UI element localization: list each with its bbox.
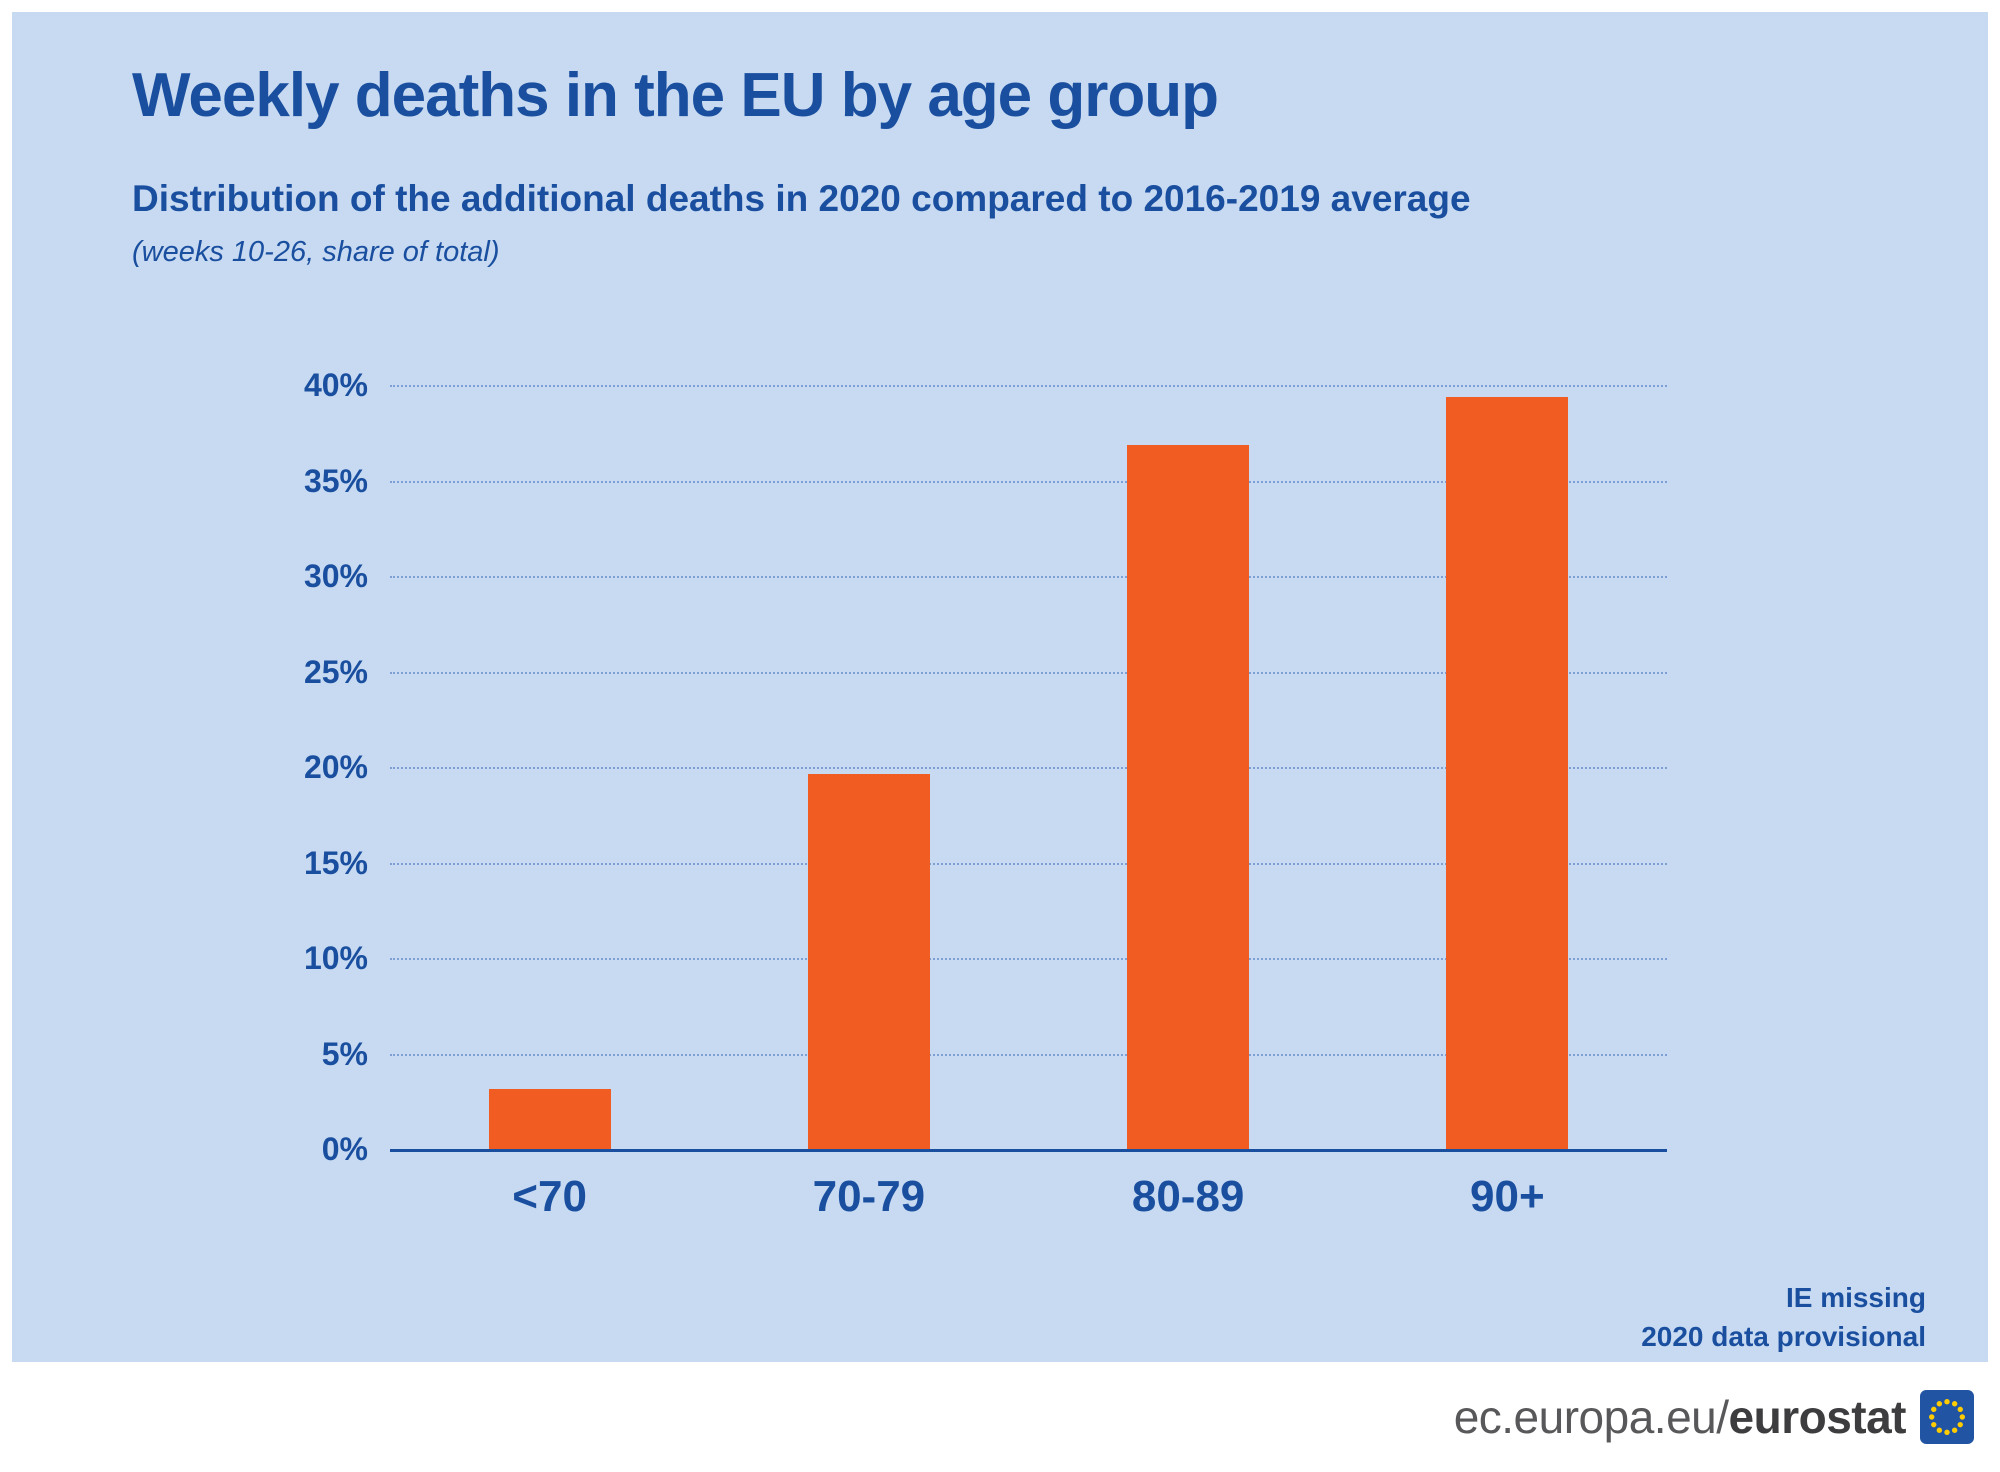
x-axis-labels: <70 70-79 80-89 90+ xyxy=(390,1172,1667,1232)
chart-panel: Weekly deaths in the EU by age group Dis… xyxy=(12,12,1988,1362)
gridline-30 xyxy=(390,576,1667,578)
xtick-90+: 90+ xyxy=(1470,1172,1545,1221)
ytick-15: 15% xyxy=(303,844,368,881)
annotation-ie-missing: IE missing xyxy=(1785,1282,1926,1313)
bar-<70 xyxy=(488,1088,611,1150)
gridline-10 xyxy=(390,958,1667,960)
footer: ec.europa.eu/eurostat xyxy=(0,1362,2000,1472)
footer-url: ec.europa.eu/eurostat xyxy=(1453,1390,1907,1444)
x-axis-line xyxy=(390,1149,1667,1152)
ytick-5: 5% xyxy=(321,1035,368,1072)
ytick-0: 0% xyxy=(321,1130,368,1167)
ytick-40: 40% xyxy=(303,366,368,403)
ytick-25: 25% xyxy=(303,653,368,690)
gridline-15 xyxy=(390,862,1667,865)
plot-area: 0% 5% 10% 15% 20% 25% 30% 35% 40% xyxy=(304,367,1667,1167)
ytick-35: 35% xyxy=(303,462,368,499)
bar-90+ xyxy=(1446,397,1569,1150)
footer-brand: eurostat xyxy=(1728,1391,1907,1443)
ytick-10: 10% xyxy=(303,939,368,976)
gridline-5 xyxy=(390,1053,1667,1056)
bar-70-79 xyxy=(807,773,930,1150)
gridline-40 xyxy=(390,385,1667,387)
ytick-30: 30% xyxy=(303,557,368,594)
bar-chart: 0% 5% 10% 15% 20% 25% 30% 35% 40% <70 70-79 80-89 9… xyxy=(304,367,1667,1221)
ytick-20: 20% xyxy=(303,748,368,785)
gridline-25 xyxy=(390,671,1667,674)
chart-subtitle: Distribution of the additional deaths in… xyxy=(132,178,1471,219)
xtick-70-79: 70-79 xyxy=(812,1172,926,1221)
gridline-35 xyxy=(390,480,1667,483)
page-title: Weekly deaths in the EU by age group xyxy=(132,61,1219,130)
chart-annotations: IE missing 2020 data provisional xyxy=(1641,1278,1926,1356)
chart-note: (weeks 10-26, share of total) xyxy=(132,236,500,268)
annotation-data-provisional: 2020 data provisional xyxy=(1641,1321,1926,1352)
eu-flag-icon xyxy=(1920,1390,1974,1444)
xtick-80-89: 80-89 xyxy=(1131,1172,1245,1221)
footer-url-prefix: ec.europa.eu/ xyxy=(1453,1391,1729,1443)
bar-80-89 xyxy=(1127,445,1250,1150)
gridline-20 xyxy=(390,767,1667,769)
xtick-<70: <70 xyxy=(512,1172,587,1221)
